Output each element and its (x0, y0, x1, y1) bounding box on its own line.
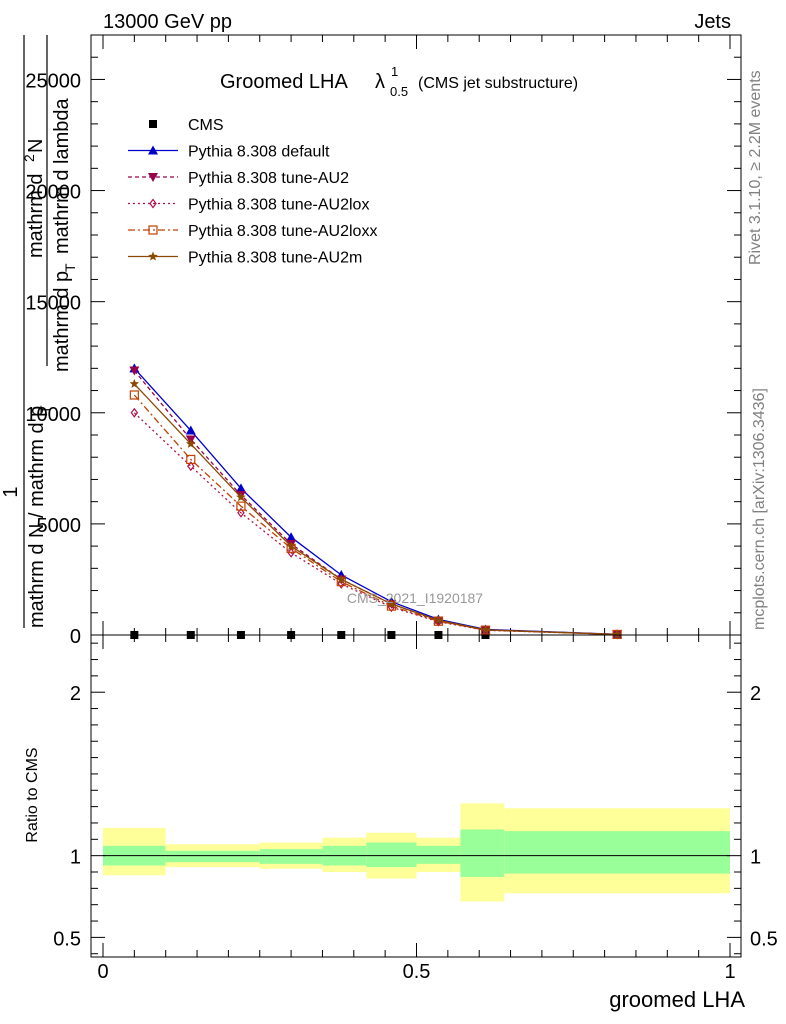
ratio-y-tick-label: 2 (70, 683, 81, 705)
data-point (129, 390, 139, 400)
ylabel-frac1-den-subscript: T (37, 405, 53, 414)
ratio-inner-band (416, 845, 461, 864)
data-point (129, 366, 140, 376)
x-tick-label: 1 (724, 961, 735, 983)
main-y-tick-label: 15000 (25, 293, 81, 315)
main-y-axis-label: 1 mathrm d N / mathrm d p T mathrm d 2 N… (0, 35, 78, 628)
ratio-frame (90, 634, 742, 958)
series-5 (129, 378, 622, 639)
data-point (480, 624, 491, 634)
header-right: Jets (694, 11, 731, 33)
legend-marker (148, 251, 158, 261)
legend-marker (148, 145, 158, 155)
legend-item: Pythia 8.308 tune-AU2loxx (128, 223, 377, 240)
main-y-tick-label: 10000 (25, 404, 81, 426)
ratio-inner-band (366, 842, 417, 868)
data-point (235, 483, 246, 493)
legend-label: Pythia 8.308 tune-AU2loxx (188, 223, 377, 240)
plot-title-suffix: (CMS jet substructure) (418, 75, 578, 92)
ratio-y-tick-label: 1 (70, 847, 81, 869)
series-line (133, 412, 618, 636)
data-point (286, 541, 296, 551)
x-axis-tick-labels: 0 0.5 1 (97, 961, 735, 983)
legend-marker (149, 120, 157, 128)
legend-label: CMS (188, 117, 224, 134)
ylabel-frac2-den-end: mathrm d lambda (51, 98, 73, 254)
data-point (185, 425, 196, 435)
ylabel-frac2-num-superscript: 2 (21, 154, 37, 162)
legend-item: CMS (149, 117, 224, 134)
data-point (386, 598, 397, 608)
ratio-y-tick-label-right: 0.5 (750, 928, 778, 950)
legend-label: Pythia 8.308 default (188, 144, 330, 161)
legend-item: Pythia 8.308 default (128, 144, 330, 161)
main-y-tick-label: 0 (70, 626, 81, 648)
legend-item: Pythia 8.308 tune-AU2 (128, 170, 349, 187)
x-axis-label: groomed LHA (609, 987, 745, 1012)
ratio-bands-layer (103, 803, 730, 902)
main-series-layer (129, 363, 623, 640)
plot-title-subscript: 0.5 (390, 84, 408, 99)
data-point (186, 438, 196, 448)
header-left: 13000 GeV pp (103, 11, 232, 33)
ratio-y-axis-label: Ratio to CMS (24, 747, 41, 842)
data-point (130, 407, 139, 418)
mcplots-label: mcplots.cern.ch [arXiv:1306.3436] (751, 388, 768, 630)
ratio-y-tick-label: 0.5 (53, 928, 81, 950)
plot-title-main: Groomed LHA (220, 71, 348, 93)
ylabel-frac1-den-text: mathrm d N / mathrm d p (26, 406, 48, 628)
ratio-y-tick-label-right: 2 (750, 683, 761, 705)
data-point (236, 492, 246, 502)
legend-label: Pythia 8.308 tune-AU2 (188, 170, 349, 187)
data-point (612, 629, 622, 639)
legend-label: Pythia 8.308 tune-AU2m (188, 250, 362, 267)
data-point (236, 501, 246, 511)
data-point (287, 547, 295, 558)
plot-title: Groomed LHA λ 1 0.5 (CMS jet substructur… (220, 64, 578, 99)
ylabel-frac2-num-text: mathrm d (25, 174, 47, 258)
main-y-tick-label: 20000 (25, 182, 81, 204)
ylabel-frac2-num-end: N (25, 139, 47, 153)
legend-item: Pythia 8.308 tune-AU2lox (128, 197, 369, 214)
ratio-inner-band (259, 849, 323, 864)
main-ticks-layer: 0 5000 10000 15000 20000 25000 (25, 34, 741, 648)
legend-marker (148, 173, 158, 182)
main-y-tick-label: 25000 (25, 70, 81, 92)
x-tick-label: 0.5 (403, 961, 431, 983)
data-point (336, 574, 346, 584)
ratio-inner-band (165, 850, 260, 863)
ylabel-frac2-den-subscript: T (62, 263, 78, 272)
ratio-inner-band (504, 831, 730, 874)
main-panel: 0 5000 10000 15000 20000 25000 CMS_2021_I1920… (25, 34, 742, 648)
ratio-ticks-layer: 0.5 0.5 1 1 2 2 (53, 635, 778, 957)
ratio-y-tick-label-right: 1 (750, 847, 761, 869)
plot-title-lambda: λ (375, 71, 385, 93)
legend-label: Pythia 8.308 tune-AU2lox (188, 197, 369, 214)
analysis-watermark: CMS_2021_I1920187 (347, 590, 483, 606)
data-point (433, 615, 444, 625)
ylabel-frac2-den-text: mathrm d p (51, 271, 73, 372)
legend-item: Pythia 8.308 tune-AU2m (128, 250, 362, 267)
legend-marker (148, 225, 158, 235)
ratio-inner-band (460, 829, 505, 877)
data-point (237, 507, 245, 518)
main-y-tick-label: 5000 (37, 515, 82, 537)
data-point (186, 454, 196, 465)
ylabel-frac1-denominator: mathrm d N / mathrm d p T (26, 405, 53, 628)
ylabel-frac2-numerator: mathrm d 2 N (21, 139, 47, 258)
ylabel-frac1-numerator: 1 (0, 486, 22, 497)
ylabel-frac2-denominator: mathrm d p T mathrm d lambda (51, 98, 78, 372)
ratio-panel: 0.5 0.5 1 1 2 2 (53, 634, 778, 958)
plot-title-superscript: 1 (391, 64, 398, 79)
data-point (187, 461, 195, 472)
legend: CMS Pythia 8.308 default Pythia 8.308 tune… (128, 117, 377, 267)
rivet-version-label: Rivet 3.1.10, ≥ 2.2M events (747, 70, 764, 265)
x-tick-label: 0 (97, 961, 108, 983)
series-line (133, 394, 618, 636)
legend-marker (149, 198, 157, 209)
data-point (129, 378, 140, 388)
data-point (286, 532, 297, 542)
